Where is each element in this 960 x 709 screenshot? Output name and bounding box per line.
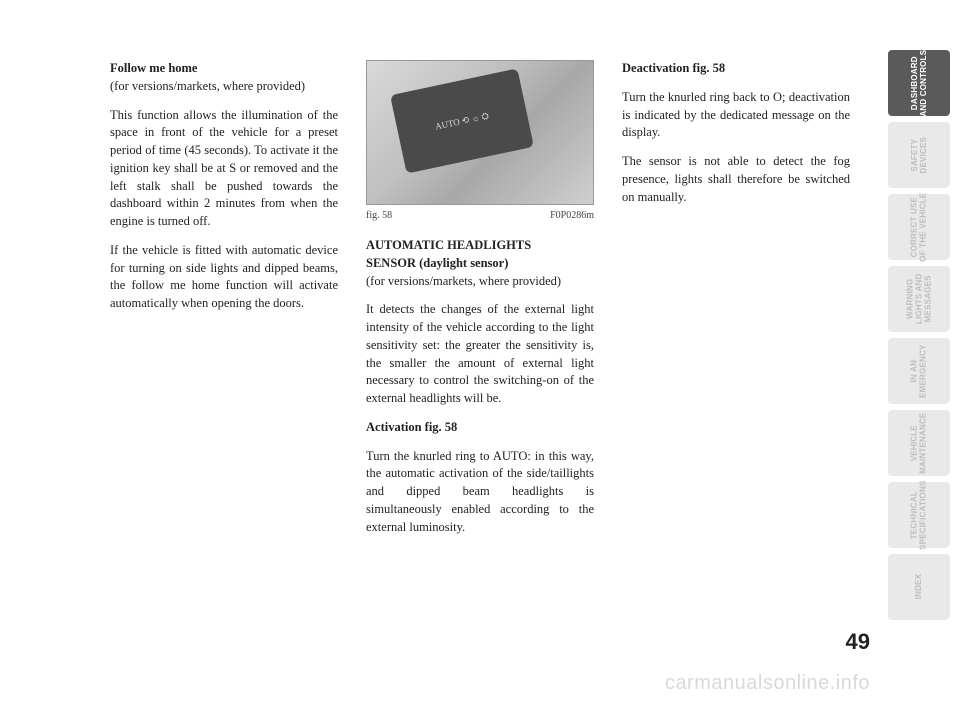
deactivation-heading: Deactivation fig. 58	[622, 60, 850, 78]
follow-me-home-title: Follow me home	[110, 61, 197, 75]
tab-dashboard-and-controls[interactable]: DASHBOARD AND CONTROLS	[888, 50, 950, 116]
tab-label: VEHICLE MAINTENANCE	[910, 412, 928, 473]
col1-heading: Follow me home (for versions/markets, wh…	[110, 60, 338, 96]
col1-paragraph-1: This function allows the illumination of…	[110, 107, 338, 231]
tab-label: SAFETY DEVICES	[910, 137, 928, 174]
tab-warning-lights[interactable]: WARNING LIGHTS AND MESSAGES	[888, 266, 950, 332]
follow-me-home-subtitle: (for versions/markets, where provided)	[110, 79, 305, 93]
tab-label: IN AN EMERGENCY	[910, 344, 928, 397]
auto-headlights-title-line2: SENSOR (daylight sensor)	[366, 256, 508, 270]
col2-paragraph-2: Turn the knurled ring to AUTO: in this w…	[366, 448, 594, 537]
tab-vehicle-maintenance[interactable]: VEHICLE MAINTENANCE	[888, 410, 950, 476]
tab-correct-use[interactable]: CORRECT USE OF THE VEHICLE	[888, 194, 950, 260]
column-1: Follow me home (for versions/markets, wh…	[110, 60, 338, 547]
headlight-switch-illustration: AUTO ⟲ ☼ ⛭	[390, 68, 534, 173]
tab-label: DASHBOARD AND CONTROLS	[910, 50, 928, 117]
activation-title: Activation fig. 58	[366, 420, 457, 434]
col2-paragraph-1: It detects the changes of the external l…	[366, 301, 594, 408]
figure-code: F0P0286m	[550, 209, 594, 223]
auto-headlights-subtitle: (for versions/markets, where provided)	[366, 274, 561, 288]
content-columns: Follow me home (for versions/markets, wh…	[110, 60, 850, 547]
tab-label: WARNING LIGHTS AND MESSAGES	[905, 274, 933, 325]
page-number: 49	[846, 629, 870, 655]
column-3: Deactivation fig. 58 Turn the knurled ri…	[622, 60, 850, 547]
figure-caption: fig. 58 F0P0286m	[366, 209, 594, 223]
column-2: AUTO ⟲ ☼ ⛭ fig. 58 F0P0286m AUTOMATIC HE…	[366, 60, 594, 547]
figure-58-image: AUTO ⟲ ☼ ⛭	[366, 60, 594, 205]
tab-label: INDEX	[914, 574, 923, 599]
activation-heading: Activation fig. 58	[366, 419, 594, 437]
col3-paragraph-1: Turn the knurled ring back to O; deactiv…	[622, 89, 850, 142]
tab-technical-specs[interactable]: TECHNICAL SPECIFICATIONS	[888, 482, 950, 548]
tab-label: TECHNICAL SPECIFICATIONS	[910, 480, 928, 549]
col3-paragraph-2: The sensor is not able to detect the fog…	[622, 153, 850, 206]
watermark-text: carmanualsonline.info	[665, 672, 870, 695]
tab-index[interactable]: INDEX	[888, 554, 950, 620]
tab-label: CORRECT USE OF THE VEHICLE	[910, 192, 928, 261]
col1-paragraph-2: If the vehicle is fitted with automatic …	[110, 242, 338, 313]
auto-headlights-title-line1: AUTOMATIC HEADLIGHTS	[366, 238, 531, 252]
tab-safety-devices[interactable]: SAFETY DEVICES	[888, 122, 950, 188]
col2-heading: AUTOMATIC HEADLIGHTS SENSOR (daylight se…	[366, 237, 594, 290]
tab-emergency[interactable]: IN AN EMERGENCY	[888, 338, 950, 404]
deactivation-title: Deactivation fig. 58	[622, 61, 725, 75]
section-tabs: DASHBOARD AND CONTROLS SAFETY DEVICES CO…	[888, 50, 950, 620]
figure-label: fig. 58	[366, 209, 392, 223]
manual-page: Follow me home (for versions/markets, wh…	[0, 0, 960, 709]
